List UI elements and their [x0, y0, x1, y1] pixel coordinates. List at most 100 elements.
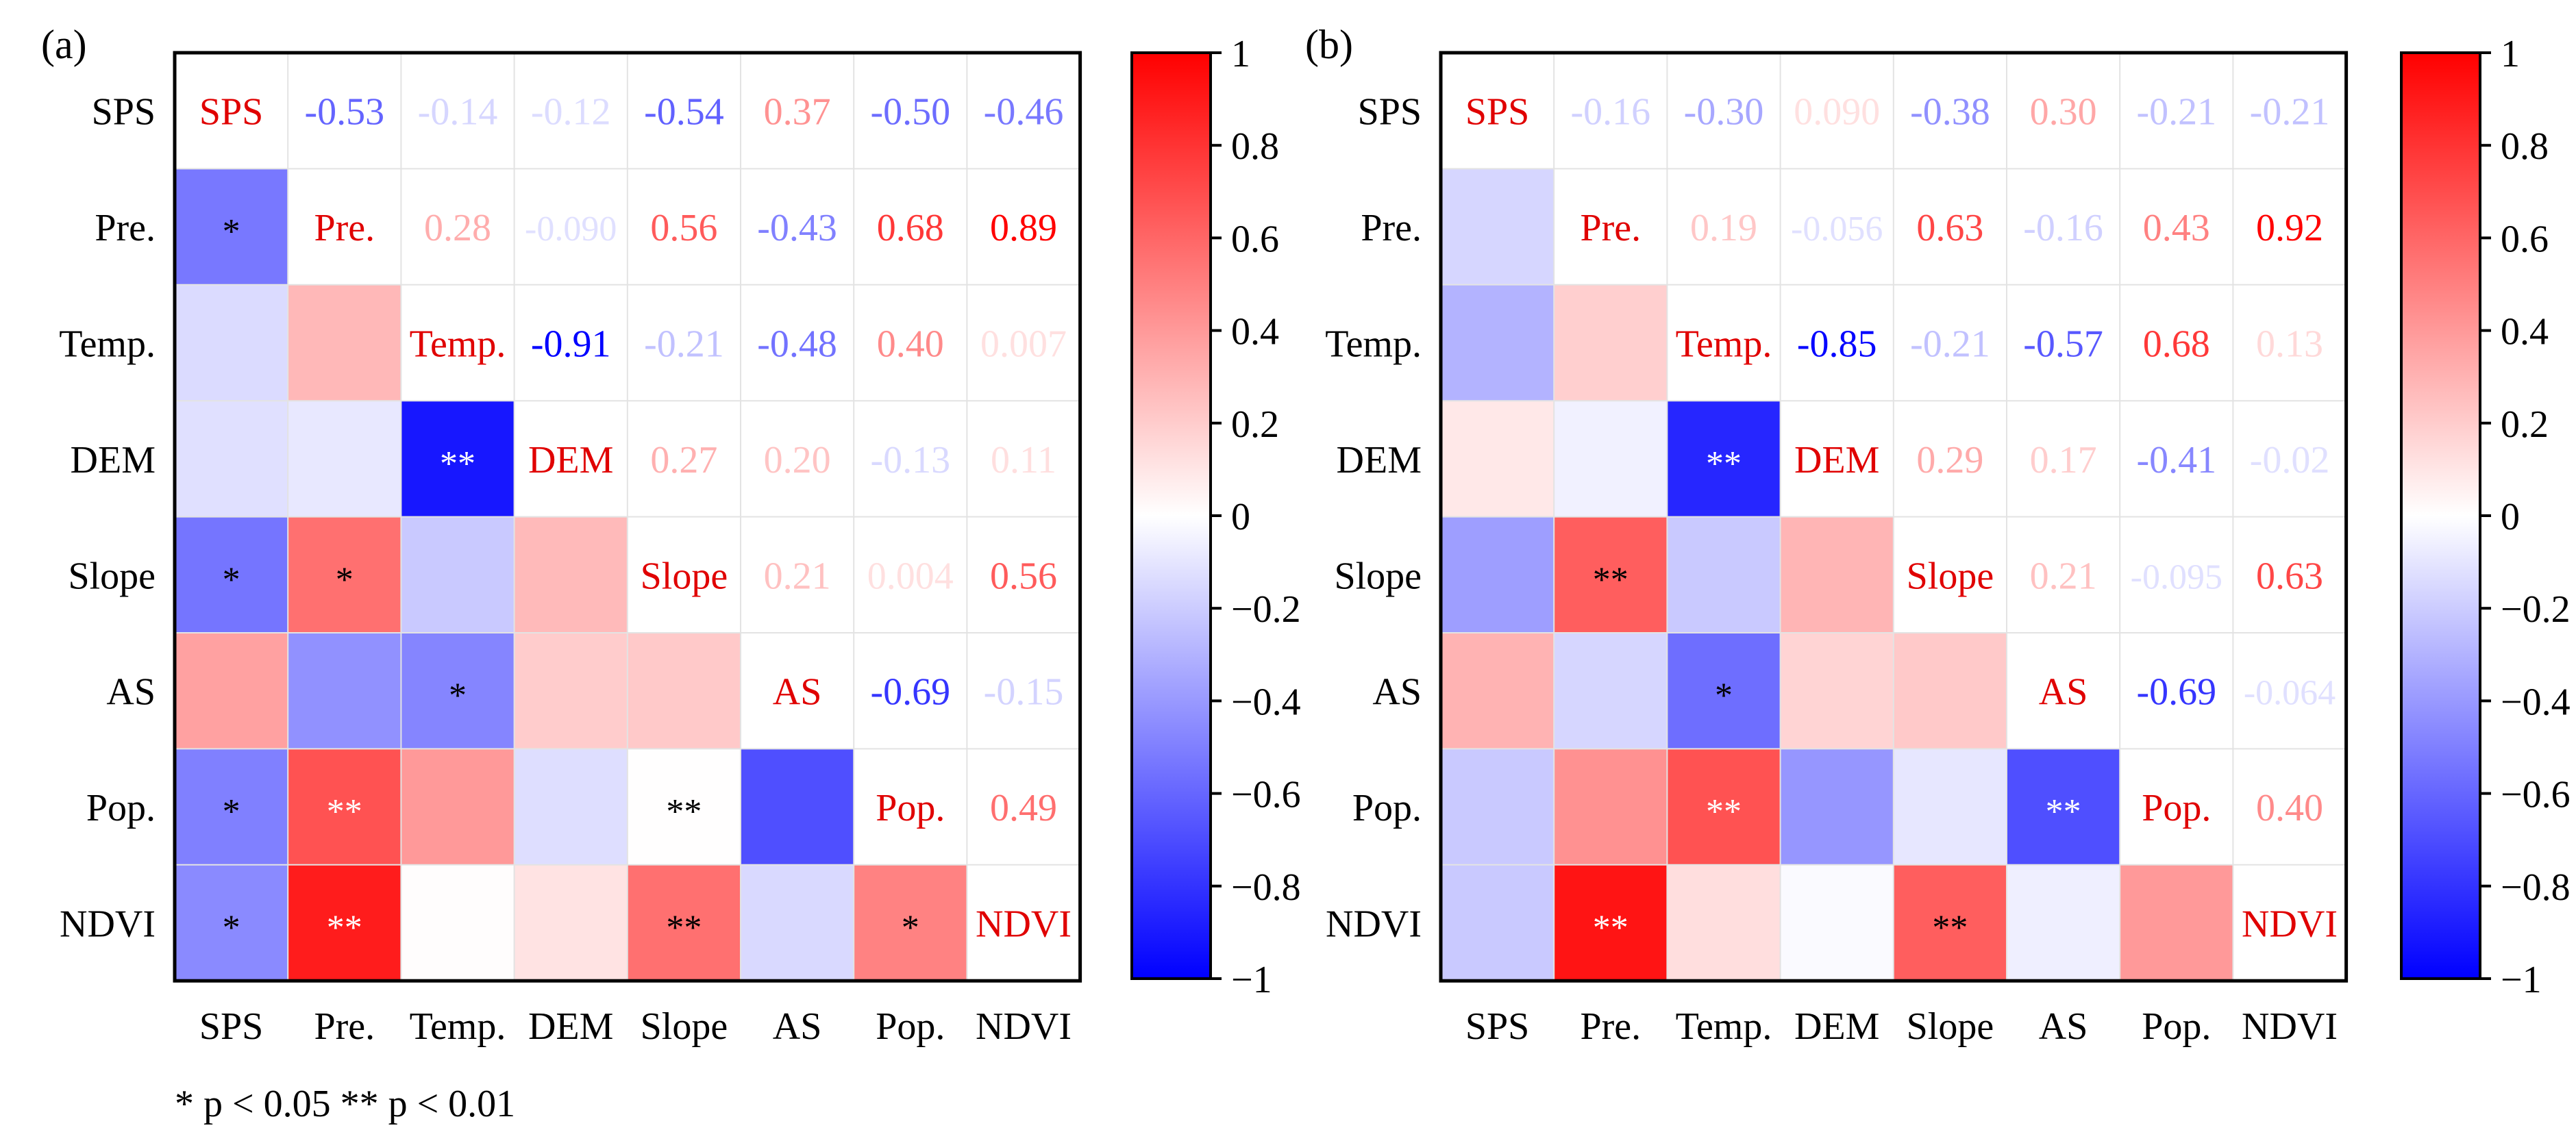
significance-mark: **: [1706, 444, 1742, 483]
col-tick-label: NDVI: [2242, 1005, 2338, 1048]
heatmap-tile: [175, 401, 288, 517]
heatmap-tile: [288, 401, 401, 517]
heatmap-tile: [1667, 401, 1781, 517]
significance-mark: *: [1715, 677, 1733, 716]
correlation-value: -0.064: [2244, 674, 2336, 713]
correlation-value: -0.16: [2023, 207, 2103, 249]
significance-mark: **: [1593, 909, 1628, 948]
correlation-value: 0.21: [764, 555, 831, 597]
row-tick-label: AS: [106, 671, 156, 714]
col-tick-label: AS: [773, 1005, 822, 1048]
correlation-value: -0.090: [525, 210, 617, 249]
correlation-value: -0.54: [644, 91, 724, 134]
correlation-value: 0.56: [990, 555, 1057, 597]
correlation-value: 0.27: [650, 439, 717, 481]
heatmap-tile: [627, 633, 741, 749]
col-tick-label: Pop.: [876, 1005, 945, 1048]
heatmap-tile: [1667, 864, 1781, 981]
colorbar-tick-label: 0.4: [1231, 311, 1279, 353]
heatmap-tile: [1441, 401, 1555, 517]
colorbar-tick-label: 1: [2501, 33, 2520, 75]
heatmap-tile: [514, 749, 628, 865]
heatmap-tile: [288, 284, 401, 401]
heatmap-tile: [401, 633, 515, 749]
heatmap-tile: [514, 633, 628, 749]
significance-mark: *: [223, 212, 240, 251]
heatmap-tile: [1554, 749, 1668, 865]
col-tick-label: NDVI: [976, 1005, 1072, 1048]
col-tick-label: SPS: [199, 1005, 263, 1048]
correlation-value: -0.14: [418, 91, 498, 134]
heatmap-tile: [741, 749, 854, 865]
row-tick-label: Temp.: [1325, 323, 1422, 366]
correlation-value: -0.056: [1791, 210, 1883, 249]
colorbar-tick-label: 1: [1231, 33, 1250, 75]
significance-mark: **: [666, 909, 702, 948]
plot-frame: [1439, 51, 2349, 983]
significance-mark: **: [1706, 792, 1742, 831]
heatmap-tile: [288, 516, 401, 633]
diagonal-label: Pre.: [314, 207, 375, 249]
colorbar-tick-label: 0.8: [2501, 125, 2549, 168]
heatmap-tile: [1893, 749, 2007, 865]
heatmap-tile: [401, 401, 515, 517]
col-tick-label: Pre.: [1580, 1005, 1641, 1048]
correlation-value: 0.29: [1916, 439, 1983, 481]
heatmap-tile: [1667, 633, 1781, 749]
col-tick-label: Pop.: [2142, 1005, 2211, 1048]
row-tick-label: Pre.: [95, 207, 156, 249]
correlation-value: 0.68: [2143, 323, 2210, 366]
colorbar-tick-label: −1: [2501, 959, 2542, 1001]
correlation-value: 0.090: [1794, 91, 1880, 134]
diagonal-label: Pop.: [2142, 787, 2211, 829]
heatmap-tile: [854, 864, 967, 981]
heatmap-tile: [2007, 864, 2120, 981]
correlation-value: 0.40: [2256, 787, 2323, 829]
colorbar-tick-label: −1: [1231, 959, 1272, 1001]
correlation-value: 0.21: [2030, 555, 2097, 597]
colorbar-tick-label: −0.2: [2501, 588, 2571, 631]
diagonal-label: AS: [2039, 671, 2088, 714]
row-tick-label: Temp.: [59, 323, 156, 366]
colorbar-tick-label: 0: [2501, 496, 2520, 538]
correlation-value: 0.28: [424, 207, 491, 249]
colorbar-tick-label: 0.2: [2501, 403, 2549, 446]
diagonal-label: DEM: [1794, 439, 1879, 481]
plot-frame: [173, 51, 1082, 983]
panel-label: (a): [41, 22, 87, 67]
row-tick-label: NDVI: [60, 903, 156, 946]
diagonal-label: SPS: [1465, 91, 1529, 134]
row-tick-label: DEM: [71, 439, 156, 481]
correlation-value: -0.13: [870, 439, 950, 481]
correlation-value: -0.48: [757, 323, 837, 366]
correlation-value: -0.69: [870, 671, 950, 714]
colorbar-tick-label: 0.2: [1231, 403, 1279, 446]
heatmap-tile: [175, 633, 288, 749]
heatmap-tile: [1780, 864, 1894, 981]
heatmap-tile: [1441, 516, 1555, 633]
heatmap-tile: [1554, 516, 1668, 633]
significance-mark: *: [449, 677, 467, 716]
heatmap-tile: [1780, 633, 1894, 749]
diagonal-label: Slope: [641, 555, 728, 597]
correlation-value: -0.21: [2136, 91, 2216, 134]
correlation-value: 0.43: [2143, 207, 2210, 249]
colorbar: [1130, 51, 1212, 980]
colorbar-tick-label: −0.6: [2501, 774, 2571, 816]
heatmap-tile: [175, 284, 288, 401]
diagonal-label: Pop.: [876, 787, 945, 829]
diagonal-label: AS: [773, 671, 822, 714]
heatmap-tile: [401, 749, 515, 865]
row-tick-label: AS: [1372, 671, 1422, 714]
heatmap-panel-a: (a)**** *** ** *** ** ** *SPS -0.53 -0.14 -0.12 -0…: [41, 22, 1301, 1048]
col-tick-label: Slope: [1907, 1005, 1994, 1048]
heatmap-tile: [1554, 401, 1668, 517]
significance-mark: **: [327, 909, 362, 948]
heatmap-tile: [1780, 749, 1894, 865]
heatmap-tile: [1441, 864, 1555, 981]
heatmap-tile: [1893, 633, 2007, 749]
correlation-value: -0.21: [2250, 91, 2330, 134]
correlation-value: -0.16: [1570, 91, 1650, 134]
row-tick-label: SPS: [92, 91, 156, 134]
colorbar-tick-label: 0: [1231, 496, 1250, 538]
